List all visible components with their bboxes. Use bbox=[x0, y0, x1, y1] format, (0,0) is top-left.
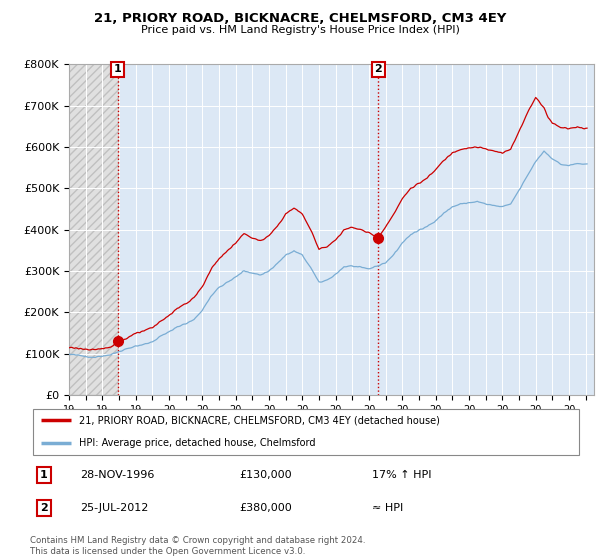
Text: 28-NOV-1996: 28-NOV-1996 bbox=[80, 470, 154, 480]
Text: Price paid vs. HM Land Registry's House Price Index (HPI): Price paid vs. HM Land Registry's House … bbox=[140, 25, 460, 35]
Text: 17% ↑ HPI: 17% ↑ HPI bbox=[372, 470, 432, 480]
Text: 2: 2 bbox=[40, 503, 47, 513]
Text: HPI: Average price, detached house, Chelmsford: HPI: Average price, detached house, Chel… bbox=[79, 438, 315, 448]
Text: 21, PRIORY ROAD, BICKNACRE, CHELMSFORD, CM3 4EY (detached house): 21, PRIORY ROAD, BICKNACRE, CHELMSFORD, … bbox=[79, 416, 439, 426]
Text: £380,000: £380,000 bbox=[240, 503, 293, 513]
FancyBboxPatch shape bbox=[33, 409, 579, 455]
Text: ≈ HPI: ≈ HPI bbox=[372, 503, 403, 513]
Text: 2: 2 bbox=[374, 64, 382, 74]
Text: 25-JUL-2012: 25-JUL-2012 bbox=[80, 503, 148, 513]
Text: £130,000: £130,000 bbox=[240, 470, 292, 480]
Text: 1: 1 bbox=[113, 64, 121, 74]
Text: 21, PRIORY ROAD, BICKNACRE, CHELMSFORD, CM3 4EY: 21, PRIORY ROAD, BICKNACRE, CHELMSFORD, … bbox=[94, 12, 506, 25]
Text: Contains HM Land Registry data © Crown copyright and database right 2024.
This d: Contains HM Land Registry data © Crown c… bbox=[30, 536, 365, 556]
Text: 1: 1 bbox=[40, 470, 47, 480]
